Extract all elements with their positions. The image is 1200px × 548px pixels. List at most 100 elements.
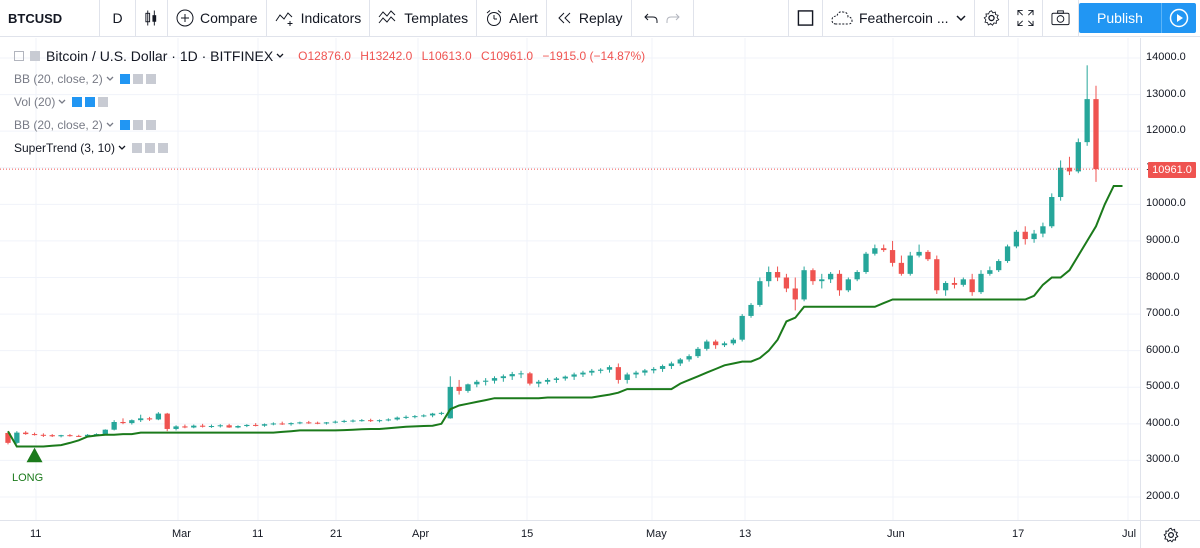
replay-button[interactable]: Replay [547,0,632,36]
candle-body [633,372,639,375]
settings-icon[interactable] [132,119,143,130]
close-icon[interactable] [98,96,109,107]
candle-body [164,413,170,429]
candle-body [1066,167,1073,172]
candle-body [774,272,781,278]
indicator-row-vol[interactable]: Vol (20) [14,90,651,113]
publish-button[interactable]: Publish [1079,3,1161,33]
chevron-down-icon[interactable] [118,144,126,152]
candle-body [544,379,551,382]
candle-body [5,432,11,443]
symbol-search-button[interactable]: BTCUSD [0,0,100,36]
candle-body [704,341,710,349]
candle-body [323,422,330,424]
alert-button[interactable]: Alert [477,0,547,36]
indicator-row-supertrend[interactable]: SuperTrend (3, 10) [14,136,651,159]
candle-body [403,416,409,418]
chevron-down-icon[interactable] [106,75,114,83]
chevron-down-icon[interactable] [276,52,284,60]
candle-body [253,424,259,426]
candle-body [14,432,20,443]
settings-icon[interactable] [85,96,96,107]
candle-body [686,356,692,360]
candle-body [270,423,277,425]
visibility-icon[interactable] [144,142,155,153]
candle-body [244,424,250,427]
candle-body [341,420,347,422]
candle-body [1004,246,1011,262]
candle-body [235,426,241,428]
indicator-label: Vol (20) [14,94,56,109]
candle-body [792,288,798,300]
chart-type-button[interactable] [136,0,168,36]
time-tick-label: Apr [412,528,430,540]
time-tick-label: 15 [521,528,534,540]
price-tick-label: 9000.0 [1146,233,1180,246]
time-axis[interactable] [0,520,1140,548]
candle-body [553,378,560,380]
compare-button[interactable]: Compare [168,0,267,36]
candle-body [129,420,135,424]
settings-button[interactable] [975,0,1009,36]
indicators-button[interactable]: Indicators [267,0,371,36]
supertrend-line [7,185,1123,448]
candle-body [907,255,913,274]
chart-legend: Bitcoin / U.S. Dollar · 1D · BITFINEX O1… [14,44,651,159]
indicator-row-bb-1[interactable]: BB (20, close, 2) [14,67,651,90]
settings-icon[interactable] [132,73,143,84]
chevron-down-icon [956,15,966,22]
price-tick-label: 6000.0 [1146,343,1180,356]
candle-body [226,425,232,428]
redo-icon[interactable] [665,10,681,26]
visibility-icon[interactable] [72,96,83,107]
publish-label: Publish [1097,10,1143,26]
price-tick-label: 12000.0 [1146,124,1186,137]
close-icon[interactable] [145,119,156,130]
price-chart[interactable] [0,38,1140,520]
indicators-icon [275,12,293,26]
undo-icon[interactable] [643,10,659,26]
rewind-icon [558,12,571,24]
close-value: C10961.0 [481,48,534,63]
visibility-icon[interactable] [119,73,130,84]
candle-body [721,343,728,346]
candle-body [217,425,223,427]
time-tick-label: 11 [30,528,42,540]
chevron-down-icon[interactable] [58,98,66,106]
candle-body [898,262,905,274]
price-axis[interactable] [1140,38,1200,520]
candle-body [1093,99,1099,170]
symbol-legend-row: Bitcoin / U.S. Dollar · 1D · BITFINEX O1… [14,44,651,67]
close-icon[interactable] [145,73,156,84]
candle-body [76,435,82,437]
indicator-row-bb-2[interactable]: BB (20, close, 2) [14,113,651,136]
snapshot-button[interactable] [1043,0,1079,36]
fullscreen-button[interactable] [1009,0,1043,36]
candle-body [438,412,445,414]
time-tick-label: Jul [1122,528,1137,540]
candle-body [288,423,294,425]
interval-button[interactable]: D [100,0,136,36]
publish-menu-button[interactable] [1161,3,1196,33]
axis-settings-button[interactable] [1140,520,1200,548]
expand-icon [1017,9,1034,27]
chevron-down-icon[interactable] [106,121,114,129]
candle-body [597,369,604,371]
long-signal-marker [26,447,43,463]
settings-icon[interactable] [131,142,142,153]
layout-select[interactable]: Feathercoin ... [823,0,975,36]
collapse-legend-icon[interactable] [14,50,24,61]
candle-body [1084,99,1090,143]
candle-body [589,370,595,373]
fullscreen-select-button[interactable] [789,0,823,36]
indicator-label: BB (20, close, 2) [14,117,103,132]
visibility-icon[interactable] [119,119,130,130]
candle-body [810,270,816,282]
high-value: H13242.0 [360,48,413,63]
templates-button[interactable]: Templates [370,0,478,36]
indicator-label: BB (20, close, 2) [14,71,103,86]
chart-pane[interactable] [0,38,1140,520]
candle-body [562,376,568,379]
candles-icon [145,10,157,26]
close-icon[interactable] [157,142,168,153]
